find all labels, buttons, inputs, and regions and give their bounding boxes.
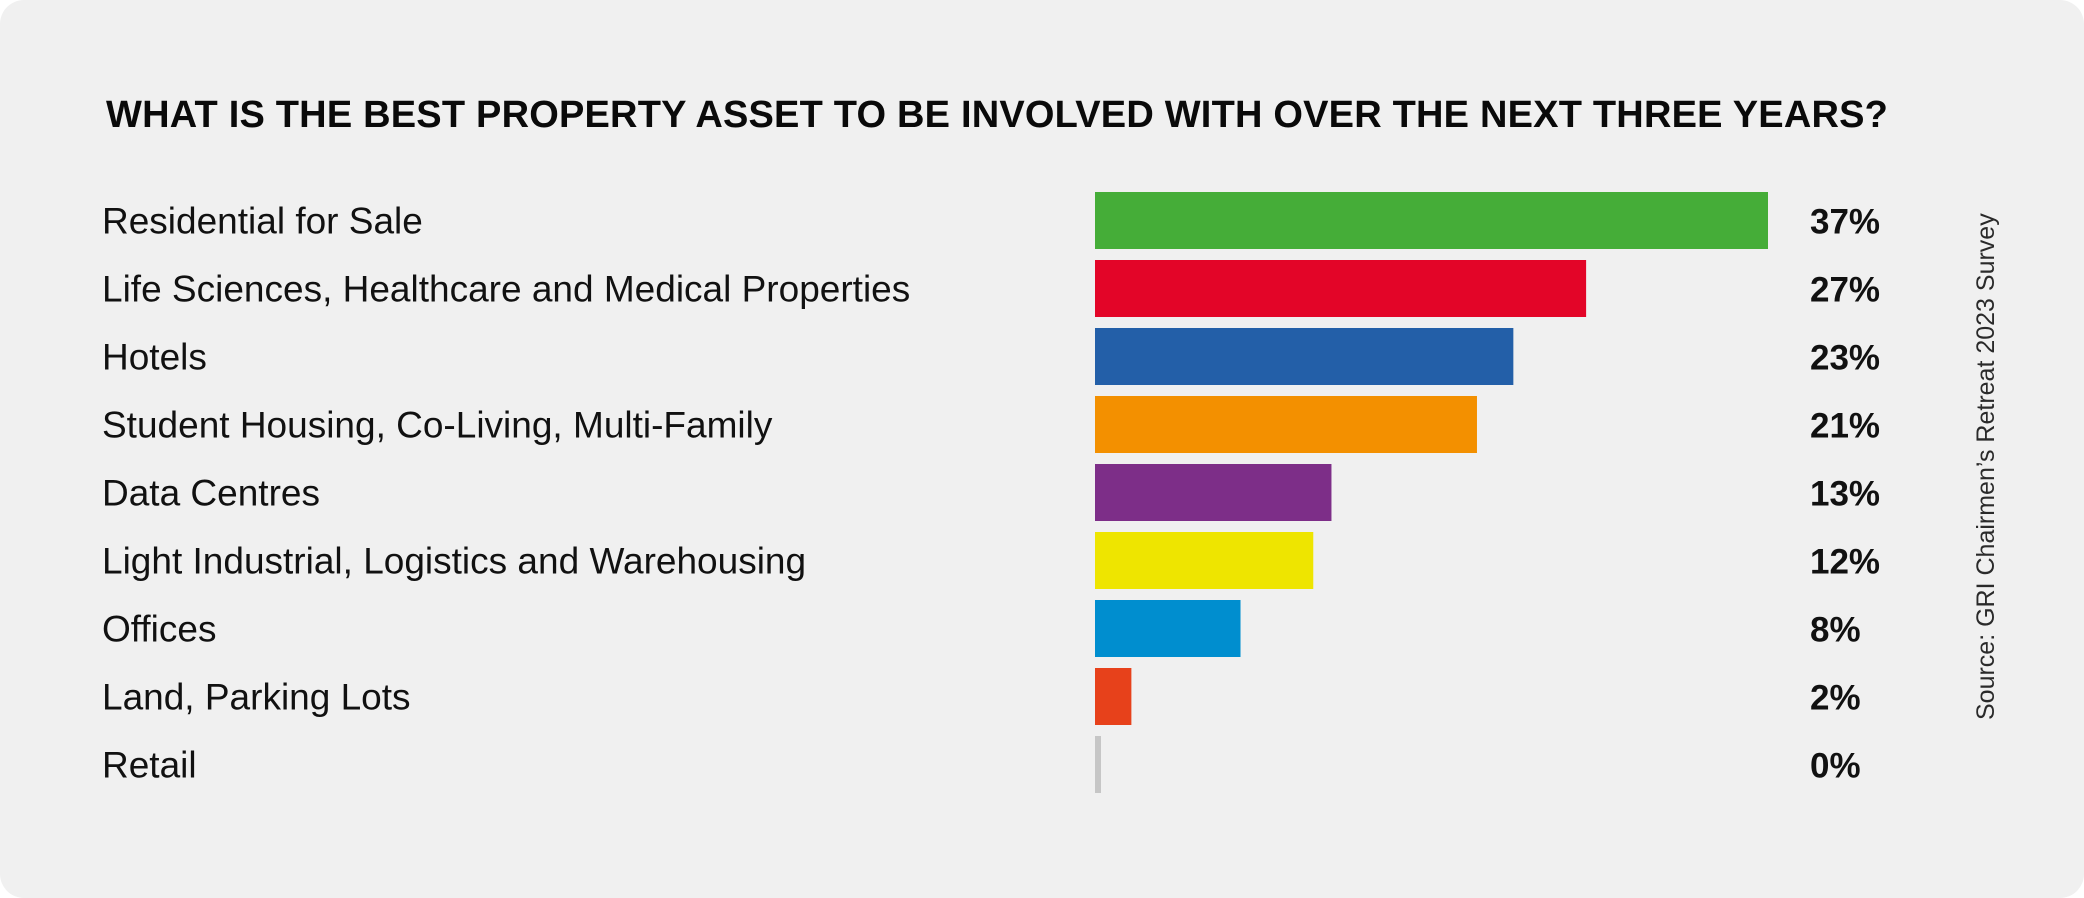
bar <box>1095 260 1587 317</box>
chart-title: WHAT IS THE BEST PROPERTY ASSET TO BE IN… <box>106 94 1889 136</box>
category-label: Hotels <box>102 337 207 378</box>
value-label: 8% <box>1810 611 1861 650</box>
category-label: Retail <box>102 745 197 786</box>
category-label: Land, Parking Lots <box>102 677 411 718</box>
value-label: 2% <box>1810 679 1861 718</box>
category-label: Residential for Sale <box>102 201 423 242</box>
bar <box>1095 464 1332 521</box>
category-label: Data Centres <box>102 473 320 514</box>
category-label: Student Housing, Co-Living, Multi-Family <box>102 405 773 446</box>
value-label: 13% <box>1810 475 1880 514</box>
category-label: Offices <box>102 609 216 650</box>
bar <box>1095 532 1314 589</box>
value-label: 27% <box>1810 271 1880 310</box>
value-label: 21% <box>1810 407 1880 446</box>
bar <box>1095 736 1101 793</box>
category-label: Life Sciences, Healthcare and Medical Pr… <box>102 269 910 310</box>
bar <box>1095 328 1514 385</box>
bar <box>1095 192 1768 249</box>
bar-group: Residential for Sale 37% Life Sciences, He… <box>102 192 1880 793</box>
bar <box>1095 668 1132 725</box>
bar <box>1095 396 1477 453</box>
bar <box>1095 600 1241 657</box>
value-label: 23% <box>1810 339 1880 378</box>
source-note: Source: GRI Chairmen’s Retreat 2023 Surv… <box>1972 213 2000 720</box>
value-label: 0% <box>1810 747 1861 786</box>
value-label: 37% <box>1810 203 1880 242</box>
value-label: 12% <box>1810 543 1880 582</box>
category-label: Light Industrial, Logistics and Warehous… <box>102 541 806 582</box>
